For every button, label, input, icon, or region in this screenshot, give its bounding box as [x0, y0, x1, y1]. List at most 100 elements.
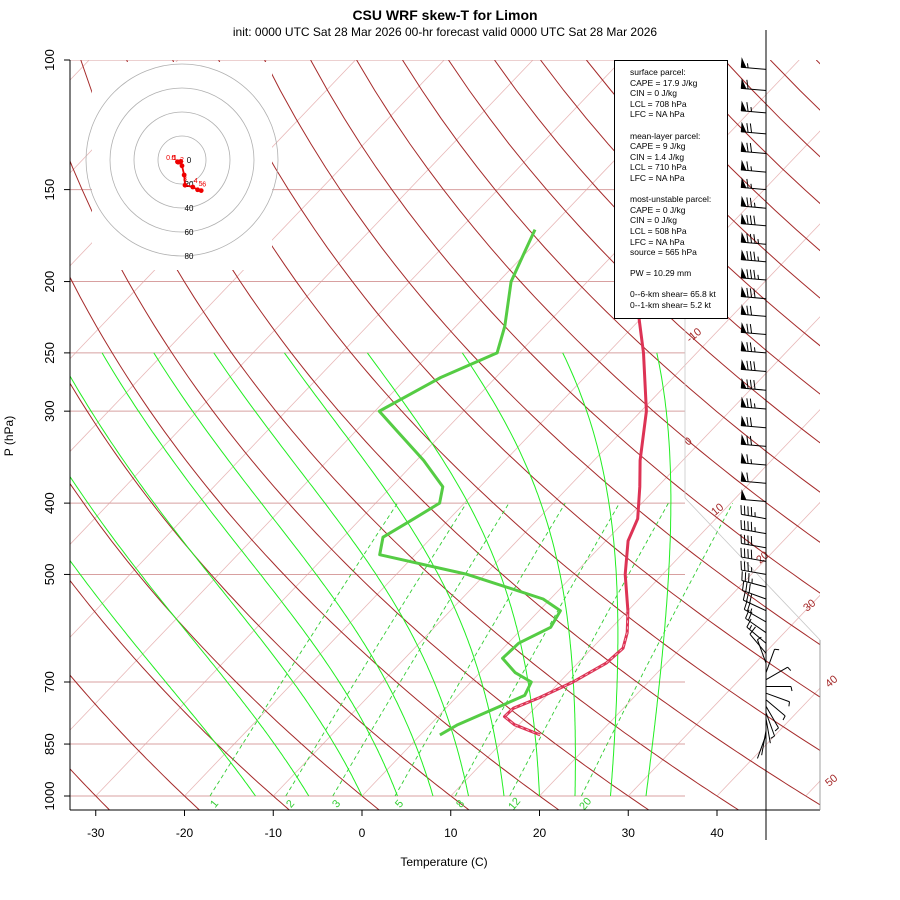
isotherm-line: [70, 60, 445, 453]
moist-adiabat: [366, 352, 540, 797]
y-tick-label: 250: [42, 342, 57, 364]
mixing-ratio-label: 1: [208, 798, 221, 810]
wind-barb: [740, 470, 767, 484]
hodograph-ring: [109, 87, 255, 233]
isotherm-line: [184, 130, 820, 797]
x-tick-label: 10: [444, 826, 458, 840]
wind-barb: [756, 636, 767, 664]
x-tick-label: 30: [622, 826, 636, 840]
wind-barb: [740, 78, 767, 91]
dry-adiabat: [172, 60, 820, 752]
wind-barb: [741, 571, 767, 588]
wind-barb: [740, 159, 767, 173]
stat-line: 0--6-km shear= 65.8 kt: [630, 289, 716, 300]
hodograph-point-label: 6: [202, 182, 206, 189]
wind-barb: [740, 286, 767, 300]
y-tick-label: 400: [42, 492, 57, 514]
dry-adiabat: [70, 276, 560, 810]
wind-barb: [740, 340, 767, 354]
y-tick-label: 100: [42, 49, 57, 71]
hodograph-ring: [85, 63, 279, 257]
wind-barb: [765, 699, 786, 721]
wind-barb: [765, 692, 790, 707]
hodograph-ring-label: 40: [185, 204, 194, 213]
wind-barb: [740, 141, 767, 154]
wind-barb: [740, 547, 767, 562]
wind-barb: [740, 520, 767, 535]
x-tick-label: -20: [176, 826, 194, 840]
hodograph-ring: [133, 111, 231, 209]
hodograph-point: [181, 172, 187, 178]
stat-line: LCL = 708 hPa: [630, 98, 687, 109]
moist-adiabat: [153, 352, 434, 797]
dry-adiabat: [218, 60, 820, 698]
wind-barb: [765, 705, 779, 732]
mixing-ratio-line: [209, 502, 398, 797]
stat-spacer: [630, 258, 727, 269]
x-tick-label: 20: [533, 826, 547, 840]
moist-adiabat: [461, 352, 576, 796]
dry-adiabat: [448, 60, 820, 444]
stat-line: CAPE = 17.9 J/kg: [630, 77, 698, 88]
y-tick-label: 200: [42, 271, 57, 293]
moist-adiabat: [70, 375, 363, 797]
wind-barb: [740, 249, 767, 263]
stat-line: 0--1-km shear= 5.2 kt: [630, 300, 712, 311]
stat-line: source = 565 hPa: [630, 247, 697, 258]
wind-barb: [740, 377, 767, 391]
dry-adiabat-label: 40: [823, 673, 840, 690]
hodograph-point-label: 5: [199, 181, 203, 188]
hodograph-point: [195, 187, 201, 193]
hodograph-point: [190, 184, 196, 190]
stat-line: mean-layer parcel:: [630, 130, 701, 141]
wind-barb: [765, 718, 771, 744]
wind-barb: [740, 452, 767, 466]
stat-line: CIN = 1.4 J/kg: [630, 151, 685, 162]
stat-line: surface parcel:: [630, 67, 686, 77]
dry-adiabat: [70, 382, 470, 810]
stat-line: LCL = 710 hPa: [630, 162, 687, 173]
y-tick-label: 500: [42, 564, 57, 586]
stat-line: most-unstable parcel:: [630, 194, 712, 205]
stat-spacer: [630, 279, 727, 290]
dry-adiabat-label: 50: [823, 772, 840, 789]
wind-barb: [740, 121, 767, 135]
mixing-ratio-line: [394, 502, 566, 797]
wind-barb: [740, 322, 767, 335]
wind-barb: [761, 730, 767, 756]
mixing-ratio-line: [580, 502, 734, 797]
wind-barb: [765, 648, 780, 673]
dry-adiabat: [815, 60, 820, 65]
wind-barbs: [740, 30, 793, 840]
stat-line: LCL = 508 hPa: [630, 225, 687, 236]
wind-barb: [740, 304, 767, 317]
moist-adiabat: [283, 352, 505, 797]
y-tick-label: 150: [42, 179, 57, 201]
hodograph-point: [179, 163, 185, 169]
wind-barb: [740, 396, 767, 410]
hodograph-point-label: 4: [194, 178, 198, 185]
mixing-ratio-line: [509, 502, 669, 797]
stat-line: CIN = 0 J/kg: [630, 215, 678, 226]
stat-line: LFC = NA hPa: [630, 172, 685, 183]
dewpoint-profile: [377, 228, 562, 737]
hodograph-ring-label: 80: [185, 252, 194, 261]
hodograph-point-label: 0: [172, 155, 176, 162]
moist-adiabat: [562, 352, 619, 797]
y-tick-label: 1000: [42, 782, 57, 811]
isotherm-line: [272, 223, 820, 797]
chart-subtitle: init: 0000 UTC Sat 28 Mar 2026 00-hr for…: [232, 25, 658, 39]
stat-spacer: [630, 120, 727, 131]
wind-barb: [740, 57, 767, 70]
dry-adiabat: [494, 60, 820, 395]
hodograph-ring-label: 0: [187, 156, 192, 165]
x-tick-label: 0: [359, 826, 366, 840]
wind-barb: [765, 666, 792, 681]
wind-barb: [756, 734, 767, 759]
wind-barb: [740, 359, 767, 372]
hodograph-point-label: 3: [183, 176, 187, 183]
stat-line: LFC = NA hPa: [630, 236, 685, 247]
hodograph-point: [182, 182, 188, 188]
wind-barb: [740, 100, 767, 114]
